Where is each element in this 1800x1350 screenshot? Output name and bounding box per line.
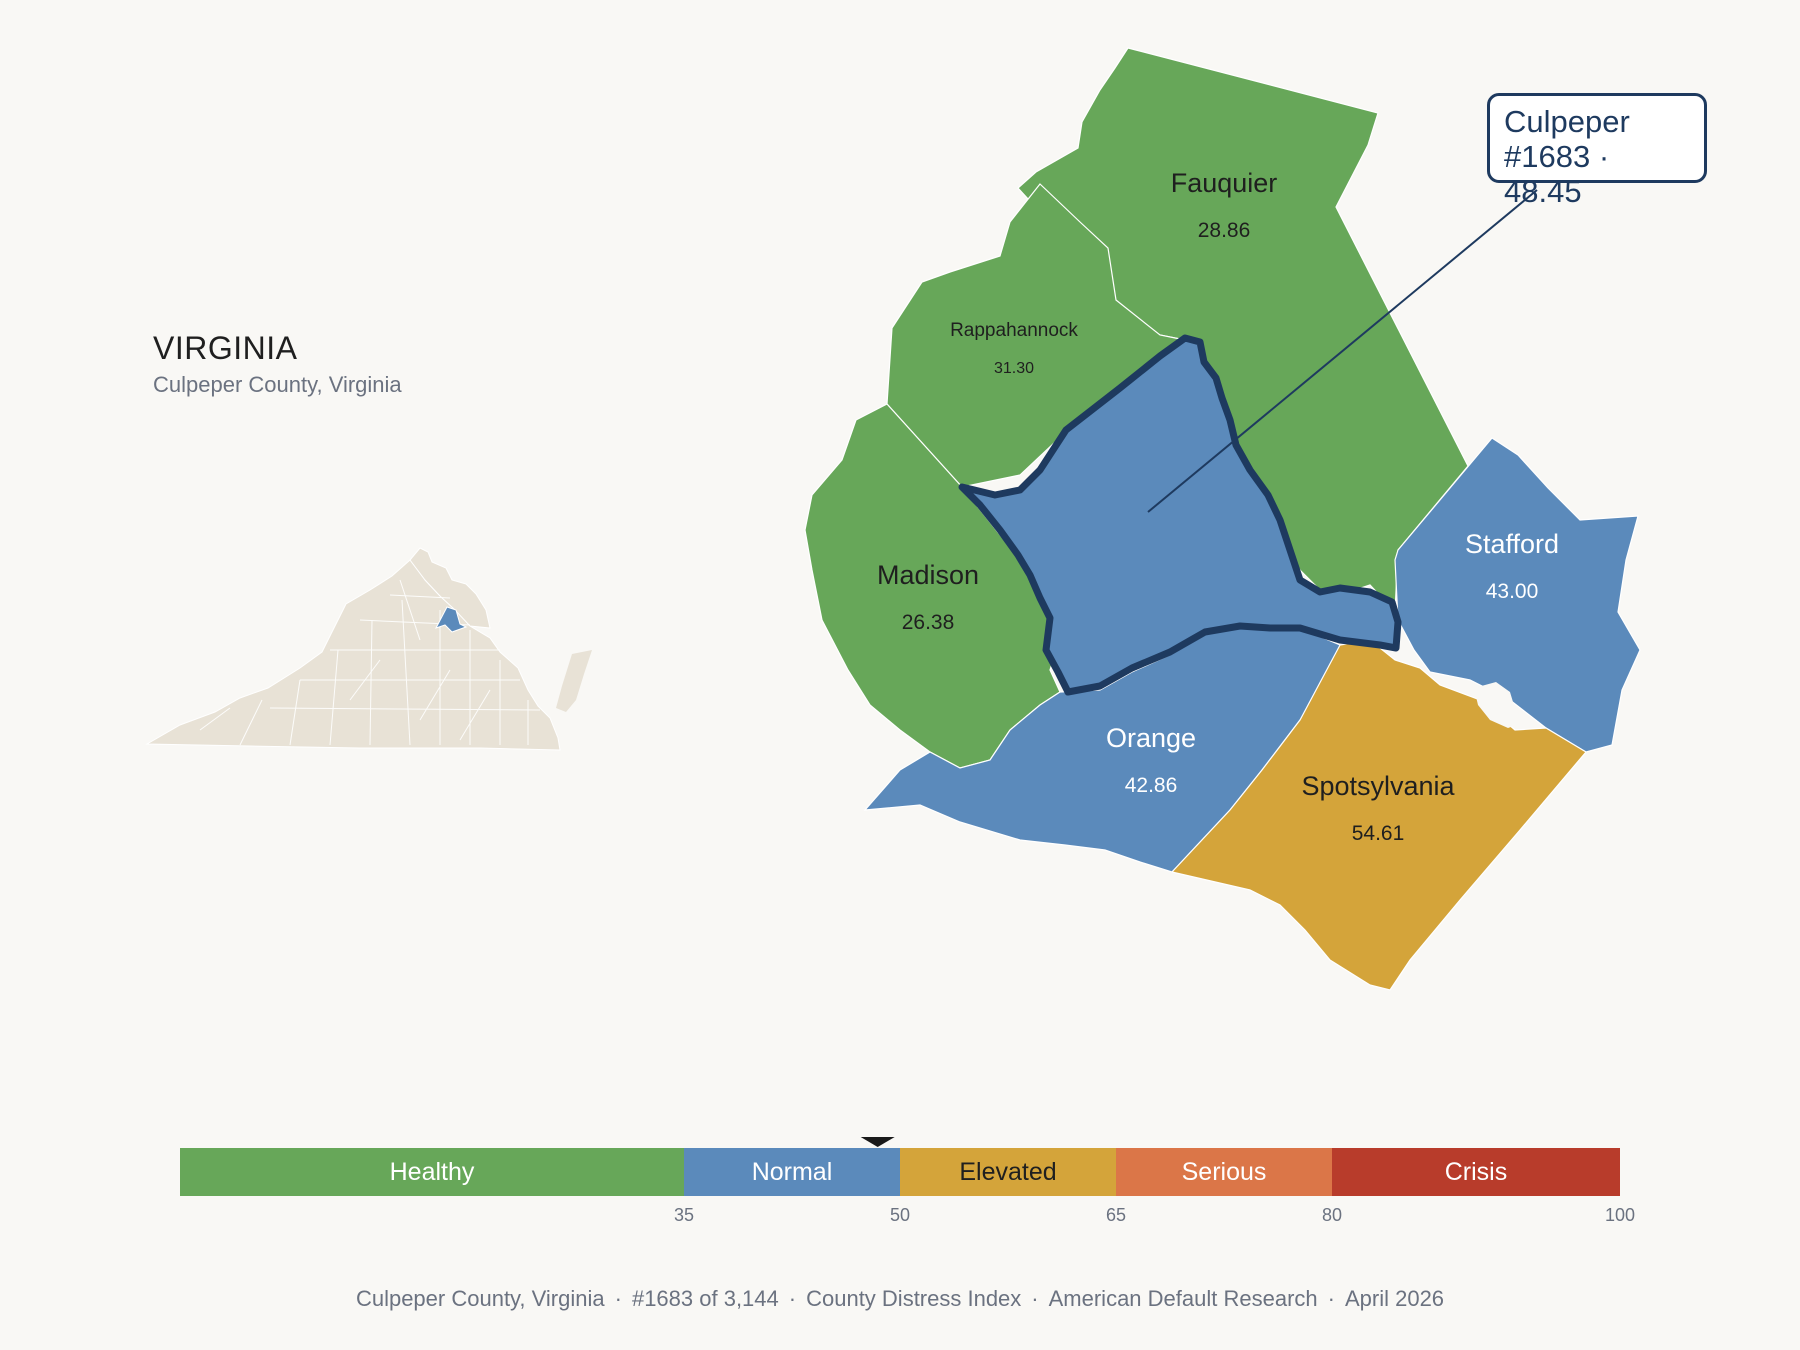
county-spotsylvania[interactable] xyxy=(1170,639,1587,991)
scale-tick-35: 35 xyxy=(674,1205,694,1225)
label-orange-name: Orange xyxy=(1106,723,1196,753)
label-rappahannock-name: Rappahannock xyxy=(950,320,1078,341)
footer-date: April 2026 xyxy=(1344,1286,1445,1311)
scale-label-healthy: Healthy xyxy=(390,1158,475,1186)
scale-tick-65: 65 xyxy=(1106,1205,1126,1225)
label-stafford-score: 43.00 xyxy=(1486,580,1539,603)
culpeper-inset-highlight xyxy=(434,606,468,633)
label-stafford-name: Stafford xyxy=(1465,529,1559,559)
virginia-inset-map xyxy=(145,547,592,751)
label-spotsylvania-name: Spotsylvania xyxy=(1301,771,1455,801)
state-subtitle: Culpeper County, Virginia xyxy=(153,372,402,397)
footer-rank: #1683 of 3,144 xyxy=(631,1286,779,1311)
label-madison-name: Madison xyxy=(877,560,979,590)
county-culpeper[interactable] xyxy=(958,334,1402,696)
culpeper-callout-box: Culpeper #1683 · 48.45 xyxy=(1487,93,1707,209)
label-spotsylvania-score: 54.61 xyxy=(1352,822,1405,845)
scale-segment-elevated xyxy=(900,1148,1116,1196)
scale-segment-normal xyxy=(684,1148,900,1196)
county-labels: Fauquier 28.86 Rappahannock 31.30 Madiso… xyxy=(877,168,1559,845)
label-madison-score: 26.38 xyxy=(902,611,955,634)
footer-source: American Default Research xyxy=(1048,1286,1318,1311)
virginia-eastern-shore xyxy=(556,650,592,712)
scale-tick-100: 100 xyxy=(1605,1205,1635,1225)
scale-segment-healthy xyxy=(180,1148,684,1196)
county-rappahannock[interactable] xyxy=(886,183,1187,488)
scale-tick-50: 50 xyxy=(890,1205,910,1225)
scale-tick-80: 80 xyxy=(1322,1205,1342,1225)
footer-index: County Distress Index xyxy=(806,1286,1022,1311)
label-orange-score: 42.86 xyxy=(1125,774,1178,797)
scale-marker-triangle xyxy=(860,1137,895,1147)
callout-leader-line xyxy=(1147,189,1538,513)
scale-segment-crisis xyxy=(1332,1148,1620,1196)
state-title: VIRGINIA xyxy=(153,330,298,366)
footer-caption: Culpeper County, Virginia · #1683 of 3,144… xyxy=(355,1286,1445,1311)
label-rappahannock-score: 31.30 xyxy=(994,360,1034,377)
label-fauquier-name: Fauquier xyxy=(1171,168,1278,198)
footer-county: Culpeper County, Virginia xyxy=(355,1286,605,1311)
scale-label-serious: Serious xyxy=(1182,1158,1267,1186)
virginia-state-shape xyxy=(145,553,561,751)
virginia-county-lines xyxy=(199,579,541,746)
callout-county-name: Culpeper xyxy=(1504,104,1630,139)
spotsylvania-water-gap xyxy=(1474,682,1525,728)
virginia-north-shape xyxy=(409,547,491,629)
label-fauquier-score: 28.86 xyxy=(1198,219,1251,242)
regional-county-map xyxy=(804,47,1641,991)
scale-label-crisis: Crisis xyxy=(1445,1158,1508,1186)
distress-scale-legend: Healthy Normal Elevated Serious Crisis 35 50 65… xyxy=(180,1137,1635,1225)
scale-segment-serious xyxy=(1116,1148,1332,1196)
scale-label-normal: Normal xyxy=(752,1158,833,1186)
callout-rank-score: #1683 · 48.45 xyxy=(1504,139,1610,209)
scale-label-elevated: Elevated xyxy=(959,1158,1056,1186)
